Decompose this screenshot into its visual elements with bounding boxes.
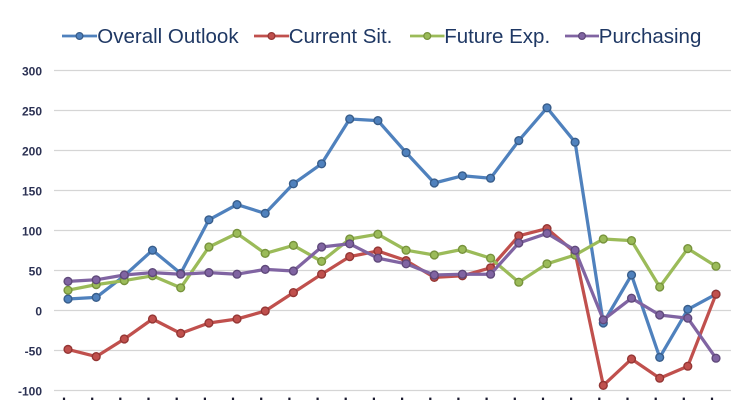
svg-text:-100: -100 [18,385,42,399]
svg-text:150: 150 [22,185,42,199]
svg-text:Future Exp.: Future Exp. [444,25,550,48]
svg-text:100: 100 [22,225,42,239]
svg-text:Current Sit.: Current Sit. [289,25,393,48]
svg-text:Overall Outlook: Overall Outlook [97,25,239,48]
svg-text:50: 50 [29,265,43,279]
svg-text:0: 0 [35,305,42,319]
svg-text:-50: -50 [25,345,43,359]
svg-text:300: 300 [22,65,42,79]
svg-text:250: 250 [22,105,42,119]
svg-text:Purchasing: Purchasing [599,25,702,48]
svg-text:200: 200 [22,145,42,159]
